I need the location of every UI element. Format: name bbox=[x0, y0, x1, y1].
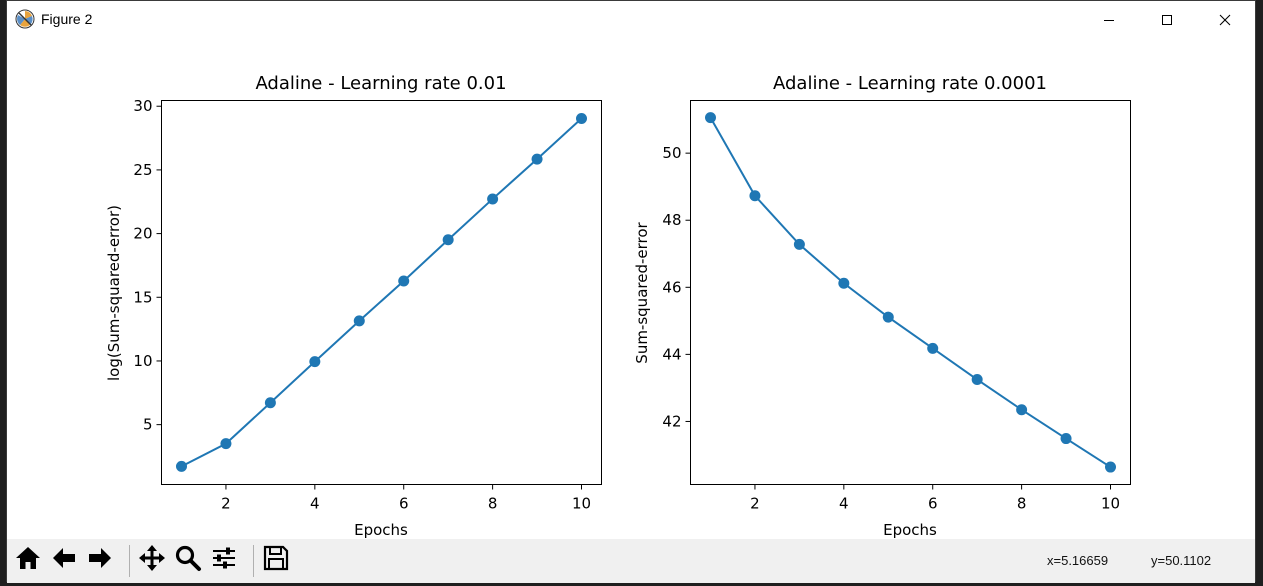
chart-title: Adaline - Learning rate 0.0001 bbox=[773, 73, 1047, 94]
forward-arrow-icon bbox=[86, 544, 114, 576]
data-point bbox=[309, 356, 321, 368]
back-arrow-icon bbox=[50, 544, 78, 576]
data-point bbox=[1016, 404, 1028, 416]
x-tick-label: 2 bbox=[750, 495, 760, 513]
x-tick-label: 4 bbox=[839, 495, 849, 513]
y-tick-label: 30 bbox=[133, 97, 152, 115]
data-point bbox=[176, 460, 187, 472]
data-point bbox=[264, 397, 276, 409]
pan-button[interactable] bbox=[135, 543, 169, 577]
y-tick-label: 10 bbox=[133, 352, 152, 370]
data-point bbox=[1060, 433, 1072, 445]
data-point bbox=[838, 277, 850, 289]
data-point bbox=[487, 193, 499, 205]
y-tick-label: 50 bbox=[662, 144, 681, 162]
forward-button[interactable] bbox=[83, 543, 117, 577]
y-tick-label: 46 bbox=[662, 278, 681, 296]
configure-subplots-button[interactable] bbox=[207, 543, 241, 577]
y-axis-label: Sum-squared-error bbox=[633, 221, 651, 363]
close-button[interactable] bbox=[1202, 1, 1248, 40]
data-point bbox=[220, 438, 232, 450]
home-button[interactable] bbox=[11, 543, 45, 577]
axes-frame bbox=[690, 100, 1131, 485]
y-tick-label: 25 bbox=[133, 161, 152, 179]
x-axis-label: Epochs bbox=[354, 521, 408, 539]
close-icon bbox=[1219, 11, 1231, 30]
y-tick-label: 15 bbox=[133, 288, 152, 306]
axis-ticks: 2 4 6 8 10 5 10 15 20 25 30 bbox=[133, 97, 591, 512]
x-tick-label: 2 bbox=[221, 495, 231, 513]
figure-canvas[interactable]: Adaline - Learning rate 0.01 Epochs log(… bbox=[7, 40, 1255, 539]
chart-learning-rate-0.0001: Adaline - Learning rate 0.0001 Epochs Su… bbox=[633, 73, 1131, 539]
minimize-icon bbox=[1103, 11, 1115, 30]
data-point bbox=[1105, 461, 1116, 473]
series-line bbox=[181, 117, 583, 468]
figure-svg[interactable]: Adaline - Learning rate 0.01 Epochs log(… bbox=[7, 40, 1255, 539]
figure-window: Figure 2 Adaline - Learning rate 0.01 Ep… bbox=[6, 0, 1256, 583]
y-tick-label: 42 bbox=[662, 412, 681, 430]
y-tick-label: 20 bbox=[133, 225, 152, 243]
y-tick-label: 44 bbox=[662, 345, 681, 363]
data-point bbox=[531, 153, 543, 165]
x-tick-label: 6 bbox=[399, 495, 409, 513]
x-tick-label: 10 bbox=[572, 495, 591, 513]
cursor-x-readout: x=5.16659 bbox=[1047, 553, 1109, 568]
maximize-icon bbox=[1161, 11, 1173, 30]
title-bar[interactable]: Figure 2 bbox=[7, 1, 1255, 40]
x-tick-label: 8 bbox=[488, 495, 498, 513]
y-tick-label: 48 bbox=[662, 211, 681, 229]
y-axis-label: log(Sum-squared-error) bbox=[105, 205, 123, 381]
save-button[interactable] bbox=[259, 543, 293, 577]
axes-frame bbox=[161, 100, 602, 485]
data-point bbox=[793, 238, 805, 250]
data-point bbox=[353, 315, 365, 327]
series-line bbox=[709, 117, 1112, 468]
minimize-button[interactable] bbox=[1086, 1, 1132, 40]
toolbar-separator bbox=[129, 545, 130, 577]
data-point bbox=[971, 374, 983, 386]
back-button[interactable] bbox=[47, 543, 81, 577]
zoom-icon bbox=[174, 544, 202, 576]
save-icon bbox=[262, 544, 290, 576]
toolbar-separator bbox=[253, 545, 254, 577]
x-tick-label: 6 bbox=[928, 495, 938, 513]
data-point bbox=[882, 311, 894, 323]
chart-title: Adaline - Learning rate 0.01 bbox=[255, 73, 506, 94]
data-point bbox=[442, 234, 454, 246]
home-icon bbox=[14, 544, 42, 576]
zoom-button[interactable] bbox=[171, 543, 205, 577]
move-icon bbox=[138, 544, 166, 576]
matplotlib-logo-icon bbox=[15, 9, 35, 29]
maximize-button[interactable] bbox=[1144, 1, 1190, 40]
data-marks bbox=[176, 112, 587, 472]
chart-learning-rate-0.01: Adaline - Learning rate 0.01 Epochs log(… bbox=[105, 73, 602, 539]
cursor-y-readout: y=50.1102 bbox=[1151, 553, 1212, 568]
window-title: Figure 2 bbox=[41, 11, 93, 27]
data-marks bbox=[705, 112, 1116, 473]
data-point bbox=[576, 112, 587, 124]
y-tick-label: 5 bbox=[143, 416, 153, 434]
x-tick-label: 10 bbox=[1101, 495, 1120, 513]
data-point bbox=[749, 190, 761, 202]
x-tick-label: 4 bbox=[310, 495, 320, 513]
sliders-icon bbox=[210, 544, 238, 576]
x-axis-label: Epochs bbox=[883, 521, 937, 539]
data-point bbox=[398, 275, 410, 287]
navigation-toolbar: x=5.16659 y=50.1102 bbox=[7, 539, 1255, 583]
data-point bbox=[705, 112, 716, 124]
data-point bbox=[927, 342, 939, 354]
x-tick-label: 8 bbox=[1017, 495, 1027, 513]
